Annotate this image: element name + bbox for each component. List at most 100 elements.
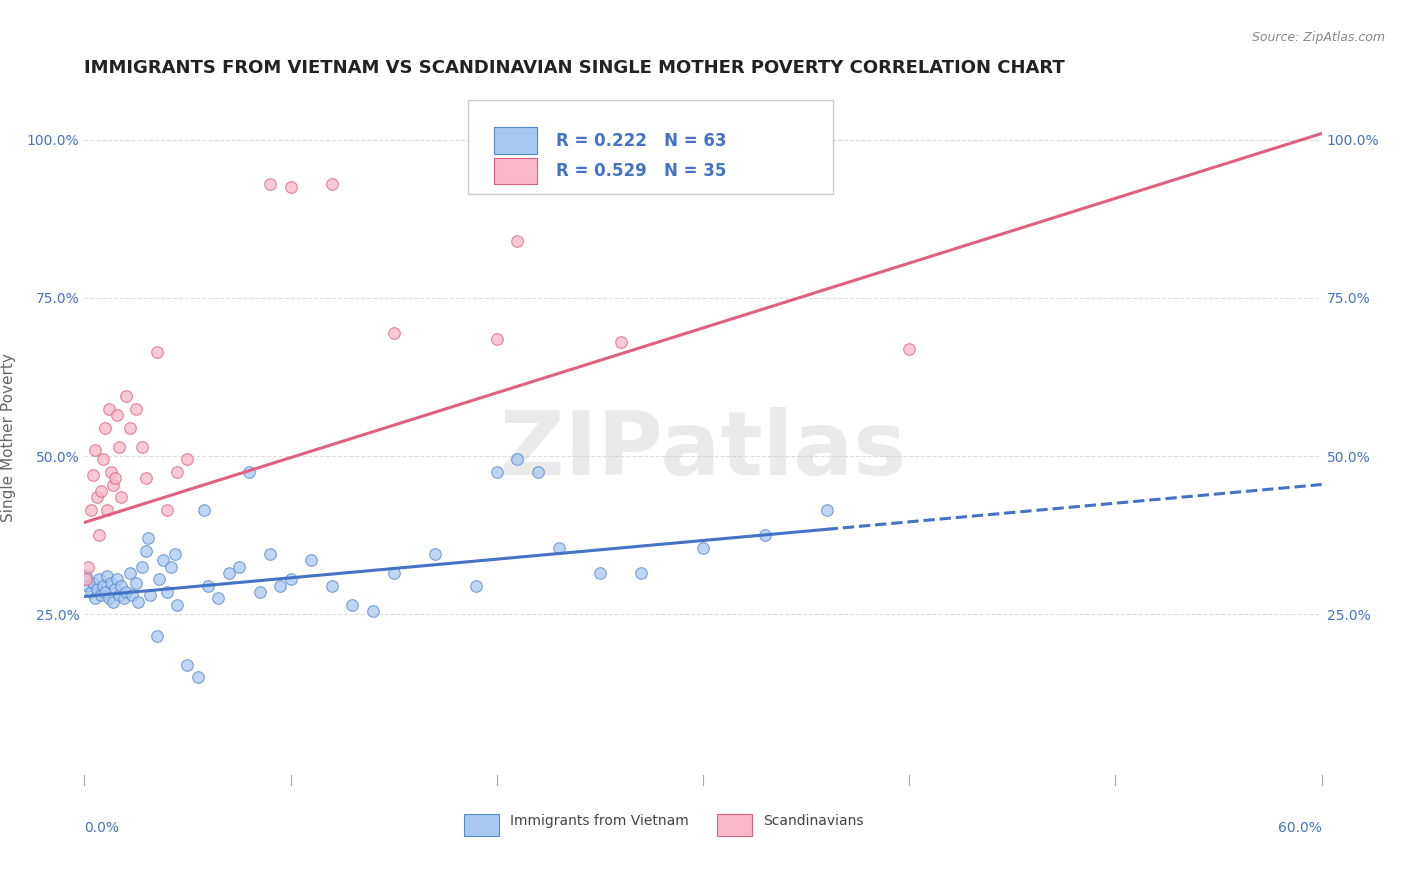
Point (259, 547, 281, 561)
Point (145, 344, 167, 359)
Point (91, 452, 114, 467)
Point (87, 528, 110, 542)
Point (86, 490, 108, 504)
Point (361, 604, 384, 618)
Point (131, 440, 153, 454)
Text: 60.0%: 60.0% (1278, 821, 1322, 835)
Point (485, 465, 508, 479)
Point (118, 566, 141, 580)
Point (135, 544, 157, 558)
Text: R = 0.222   N = 63: R = 0.222 N = 63 (555, 131, 727, 150)
Point (82, 575, 104, 590)
Point (321, 579, 343, 593)
Point (197, 579, 219, 593)
Point (90, 588, 112, 602)
Y-axis label: Single Mother Poverty: Single Mother Poverty (1, 352, 15, 522)
Point (82, 468, 104, 483)
Point (125, 401, 148, 416)
Point (75, 569, 97, 583)
Text: ZIPatlas: ZIPatlas (501, 408, 905, 494)
Point (125, 575, 148, 590)
Point (609, 335, 631, 350)
Point (131, 559, 153, 574)
Point (127, 594, 149, 608)
Point (166, 465, 188, 479)
Point (79, 585, 101, 599)
Point (103, 477, 125, 491)
Point (176, 657, 198, 672)
Point (135, 471, 157, 485)
Text: IMMIGRANTS FROM VIETNAM VS SCANDINAVIAN SINGLE MOTHER POVERTY CORRELATION CHART: IMMIGRANTS FROM VIETNAM VS SCANDINAVIAN … (84, 59, 1066, 77)
Point (121, 588, 143, 602)
Point (259, 177, 281, 191)
Point (527, 465, 550, 479)
Point (321, 177, 343, 191)
Point (108, 588, 131, 602)
Point (547, 541, 569, 555)
Point (108, 440, 131, 454)
Text: Scandinavians: Scandinavians (763, 814, 863, 828)
Point (156, 585, 179, 599)
Point (485, 332, 508, 346)
Point (94, 420, 117, 434)
Point (692, 541, 714, 555)
Text: 0.0%: 0.0% (84, 821, 120, 835)
Text: R = 0.529   N = 35: R = 0.529 N = 35 (555, 162, 725, 180)
Point (207, 591, 229, 606)
Text: Immigrants from Vietnam: Immigrants from Vietnam (510, 814, 689, 828)
Point (98, 401, 121, 416)
Point (104, 582, 127, 596)
Point (77, 579, 100, 593)
Point (83, 442, 105, 457)
Point (280, 573, 302, 587)
Point (139, 588, 162, 602)
Point (589, 566, 612, 580)
Point (506, 452, 529, 467)
Point (100, 465, 122, 479)
Point (269, 579, 291, 593)
Point (299, 553, 322, 567)
Point (193, 503, 215, 517)
Point (228, 559, 250, 574)
FancyBboxPatch shape (468, 100, 832, 194)
Point (86, 582, 108, 596)
Point (96, 569, 118, 583)
Point (815, 503, 838, 517)
Point (75, 573, 97, 587)
Point (148, 573, 170, 587)
Point (91, 579, 114, 593)
Point (136, 531, 159, 545)
Point (110, 490, 132, 504)
Point (114, 389, 136, 403)
Point (145, 629, 167, 643)
Point (105, 573, 128, 587)
Point (176, 452, 198, 467)
Bar (494, 128, 537, 153)
Point (100, 575, 122, 590)
Point (98, 591, 121, 606)
Point (77, 559, 100, 574)
Point (105, 408, 128, 422)
Point (152, 553, 174, 567)
Point (87, 573, 110, 587)
Point (630, 566, 652, 580)
Point (382, 566, 405, 580)
Point (465, 579, 488, 593)
Point (238, 465, 260, 479)
Point (103, 594, 125, 608)
Point (898, 342, 921, 356)
Point (218, 566, 240, 580)
Point (160, 559, 183, 574)
Point (187, 670, 209, 684)
Point (166, 598, 188, 612)
Point (342, 598, 364, 612)
Point (165, 547, 187, 561)
Point (754, 528, 776, 542)
Point (506, 234, 529, 248)
Point (423, 547, 446, 561)
Point (104, 471, 127, 485)
Point (382, 326, 405, 340)
Point (94, 585, 117, 599)
Point (110, 579, 132, 593)
Text: Source: ZipAtlas.com: Source: ZipAtlas.com (1251, 31, 1385, 45)
